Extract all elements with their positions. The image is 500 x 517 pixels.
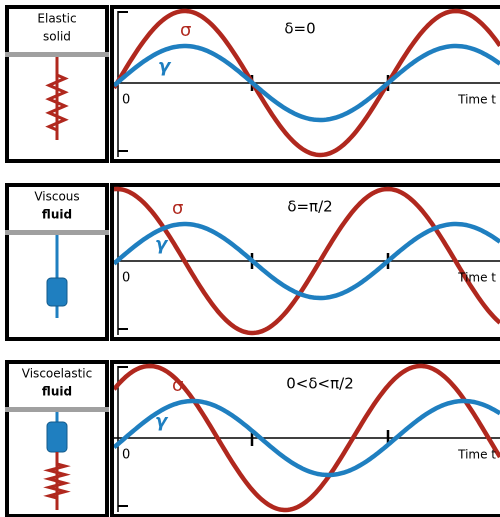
- plate: [5, 52, 109, 57]
- strain-curve: [114, 43, 500, 123]
- origin-label: 0: [122, 93, 130, 108]
- gamma-label: γ: [155, 234, 169, 255]
- spring: [45, 73, 69, 132]
- element-box: [5, 5, 109, 163]
- curves: [114, 8, 500, 158]
- element-label: Elastic: [37, 12, 76, 26]
- spring: [43, 462, 71, 500]
- time-label: Time t: [457, 271, 496, 285]
- origin-label: 0: [122, 271, 130, 286]
- panel: Viscous fluid σγ δ=π/2 0 Time t: [5, 183, 500, 341]
- element-box: [5, 360, 109, 517]
- dashpot: [46, 277, 68, 307]
- element-box: [5, 183, 109, 341]
- phase-label: δ=0: [284, 20, 315, 38]
- gamma-label: γ: [155, 411, 169, 432]
- strain-curve: [114, 221, 500, 301]
- element-label: Viscoelastic: [22, 367, 92, 381]
- time-label: Time t: [457, 448, 496, 462]
- element-label: fluid: [42, 208, 72, 222]
- gamma-label: γ: [158, 56, 172, 77]
- strain-curve: [114, 398, 500, 478]
- panel: Elastic solid σγ δ=0 0 Time t: [5, 5, 500, 163]
- plate: [5, 230, 109, 235]
- sigma-label: σ: [172, 198, 183, 219]
- curves: [114, 363, 500, 513]
- dashpot: [46, 421, 68, 453]
- sigma-label: σ: [180, 20, 191, 41]
- panel: Viscoelastic fluid σγ 0<δ<π/2 0 Time t: [5, 360, 500, 517]
- stress-curve: [114, 363, 500, 513]
- element-label: fluid: [42, 385, 72, 399]
- sigma-label: σ: [172, 375, 183, 396]
- phase-label: δ=π/2: [287, 198, 332, 216]
- plate: [5, 407, 109, 412]
- phase-label: 0<δ<π/2: [286, 375, 354, 393]
- element-label: Viscous: [34, 190, 79, 204]
- stress-curve: [114, 8, 500, 158]
- element-label: solid: [43, 30, 71, 44]
- time-label: Time t: [457, 93, 496, 107]
- curves: [114, 186, 500, 336]
- origin-label: 0: [122, 448, 130, 463]
